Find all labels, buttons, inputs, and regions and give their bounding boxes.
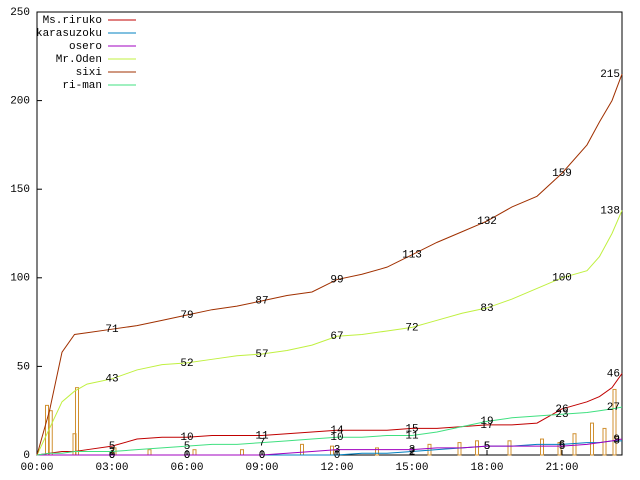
activity-bar (507, 440, 512, 456)
legend-label: sixi (76, 67, 103, 79)
y-tick-label: 200 (10, 96, 30, 108)
value-label: 8 (613, 436, 620, 448)
value-label: 5 (109, 441, 116, 453)
x-tick-label: 00:00 (20, 462, 53, 474)
value-label: 0 (334, 450, 341, 462)
legend-label: ri-man (62, 80, 102, 92)
value-label: 2 (109, 446, 116, 458)
value-label: 7 (259, 438, 266, 450)
value-label: 10 (180, 432, 193, 444)
value-label: 19 (480, 416, 493, 428)
series-line (37, 438, 623, 456)
value-label: 9 (613, 434, 620, 446)
value-label: 132 (477, 216, 497, 228)
value-label: 11 (405, 430, 419, 442)
value-label: 23 (555, 409, 568, 421)
activity-bar (147, 449, 152, 456)
activity-bar (240, 449, 244, 456)
value-label: 79 (180, 310, 193, 322)
activity-bar (300, 443, 304, 456)
value-label: 159 (552, 168, 572, 180)
series-line (36, 73, 623, 456)
value-label: 5 (484, 441, 491, 453)
activity-bar (612, 388, 617, 456)
value-label: 0 (184, 450, 191, 462)
value-label: 0 (109, 450, 116, 462)
activity-bar (45, 404, 49, 456)
activity-bar (48, 410, 53, 456)
y-tick-label: 150 (10, 184, 30, 196)
value-label: 3 (334, 445, 341, 457)
value-label: 138 (600, 205, 620, 217)
activity-bar (375, 447, 379, 456)
value-label: 52 (180, 358, 193, 370)
activity-bar (557, 442, 562, 456)
value-label: 11 (255, 430, 269, 442)
value-label: 72 (405, 322, 418, 334)
value-label: 3 (409, 445, 416, 457)
x-tick-label: 09:00 (245, 462, 278, 474)
value-label: 0 (109, 450, 116, 462)
value-label: 87 (255, 296, 268, 308)
value-label: 43 (105, 374, 118, 386)
value-label: 6 (559, 439, 566, 451)
y-tick-label: 100 (10, 273, 30, 285)
value-label: 5 (184, 441, 191, 453)
value-label: 0 (259, 450, 266, 462)
x-tick-label: 15:00 (395, 462, 428, 474)
x-tick-label: 21:00 (545, 462, 578, 474)
activity-bar (475, 440, 479, 456)
value-label: 5 (559, 441, 566, 453)
y-tick-label: 250 (10, 7, 30, 19)
value-label: 67 (330, 331, 343, 343)
legend-label: osero (69, 41, 102, 53)
value-label: 0 (184, 450, 191, 462)
x-tick-label: 12:00 (320, 462, 353, 474)
activity-bar (457, 442, 462, 456)
series-line (36, 373, 623, 456)
activity-bar (572, 433, 577, 456)
y-tick-label: 50 (17, 361, 30, 373)
value-label: 215 (600, 69, 620, 81)
value-label: 100 (552, 273, 572, 285)
value-label: 27 (607, 402, 620, 414)
activity-bar (540, 438, 544, 456)
value-label: 57 (255, 349, 268, 361)
x-tick-label: 18:00 (470, 462, 503, 474)
value-label: 99 (330, 274, 343, 286)
legend-label: Ms.riruko (43, 15, 102, 27)
legend-label: karasuzoku (36, 28, 102, 40)
value-label: 15 (405, 423, 418, 435)
legend-label: Mr.Oden (56, 54, 102, 66)
activity-bar (75, 387, 79, 456)
series-line (36, 406, 623, 456)
value-label: 10 (330, 432, 343, 444)
x-tick-label: 03:00 (95, 462, 128, 474)
value-label: 0 (259, 450, 266, 462)
value-label: 113 (402, 250, 422, 262)
value-label: 17 (480, 420, 493, 432)
plot-frame (36, 11, 623, 456)
value-label: 26 (555, 404, 568, 416)
value-label: 14 (330, 425, 344, 437)
activity-bar (590, 422, 594, 456)
value-label: 2 (409, 446, 416, 458)
series-line (36, 210, 623, 456)
y-tick-label: 0 (23, 450, 30, 462)
value-label: 83 (480, 303, 493, 315)
x-tick-label: 06:00 (170, 462, 203, 474)
value-label: 71 (105, 324, 119, 336)
value-label: 46 (607, 368, 620, 380)
activity-bar (192, 449, 197, 456)
value-label: 5 (484, 441, 491, 453)
